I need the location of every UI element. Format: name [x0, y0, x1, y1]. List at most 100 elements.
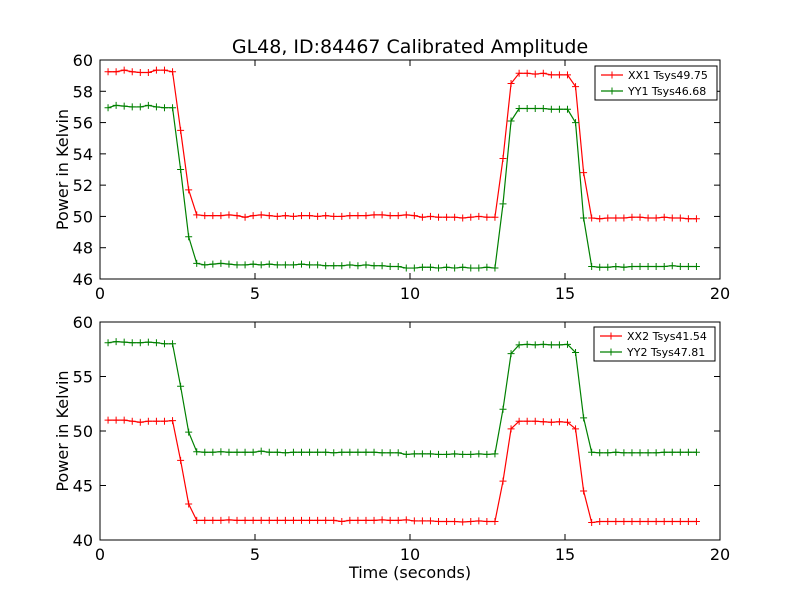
data-point [668, 448, 676, 456]
data-point [330, 516, 338, 524]
data-point [362, 448, 370, 456]
data-point [136, 418, 144, 426]
data-point [467, 213, 475, 221]
data-point [604, 263, 612, 271]
data-point [160, 66, 168, 74]
data-point [483, 263, 491, 271]
data-point [459, 450, 467, 458]
data-point [555, 418, 563, 426]
legend-label: XX1 Tsys49.75 [628, 69, 708, 82]
data-point [144, 338, 152, 346]
data-point [580, 169, 588, 177]
data-point [394, 262, 402, 270]
data-point [410, 212, 418, 220]
data-point [555, 341, 563, 349]
data-point [620, 449, 628, 457]
data-point [112, 101, 120, 109]
data-point [354, 516, 362, 524]
data-point [660, 262, 668, 270]
data-point [225, 260, 233, 268]
data-point [160, 340, 168, 348]
data-point [120, 102, 128, 110]
data-point [370, 211, 378, 219]
data-point [620, 214, 628, 222]
data-point [443, 517, 451, 525]
data-point [418, 263, 426, 271]
data-point [298, 516, 305, 524]
data-point [201, 261, 209, 269]
legend-label: YY1 Tsys46.68 [627, 85, 706, 98]
data-point [346, 448, 354, 456]
data-point [185, 186, 193, 194]
data-point [233, 261, 241, 269]
data-point [644, 517, 652, 525]
data-point [652, 449, 660, 457]
data-point [378, 262, 386, 270]
data-point [112, 338, 120, 346]
data-point [144, 69, 152, 77]
data-point [652, 262, 660, 270]
data-point [475, 450, 483, 458]
data-point [112, 68, 120, 76]
data-point [612, 262, 620, 270]
y-tick-label: 54 [73, 145, 93, 164]
data-point [660, 517, 668, 525]
data-point [136, 69, 144, 77]
data-point [289, 212, 297, 220]
data-point [177, 166, 185, 173]
data-point [636, 262, 644, 270]
data-point [386, 516, 394, 524]
data-point [620, 263, 628, 271]
data-point [668, 517, 676, 525]
data-point [346, 261, 354, 269]
data-point [426, 263, 434, 271]
data-point [636, 449, 644, 457]
data-point [249, 260, 257, 268]
data-point [289, 516, 297, 524]
data-point [483, 213, 491, 221]
data-point [467, 450, 475, 458]
data-point [120, 66, 128, 74]
data-point [531, 104, 539, 112]
data-point [249, 516, 257, 524]
y-tick-label: 46 [73, 270, 93, 289]
data-point [507, 350, 515, 358]
data-point [628, 213, 636, 221]
y-tick-label: 56 [73, 114, 93, 133]
legend-marker [607, 332, 615, 340]
data-point [394, 516, 402, 524]
data-point [104, 339, 112, 347]
data-point [572, 119, 580, 127]
y-tick-label: 50 [73, 422, 93, 441]
data-point [289, 448, 297, 456]
x-tick-label: 15 [555, 545, 575, 564]
data-point [563, 71, 571, 79]
data-point [217, 259, 225, 267]
data-point [160, 417, 168, 425]
data-point [120, 338, 128, 346]
data-point [378, 516, 386, 524]
data-point [281, 212, 289, 220]
data-point [491, 213, 499, 221]
x-tick-label: 10 [400, 545, 420, 564]
data-point [443, 213, 451, 221]
data-point [443, 263, 451, 271]
data-point [249, 212, 257, 220]
data-point [523, 69, 531, 77]
data-point [572, 83, 580, 91]
data-point [346, 212, 354, 220]
data-point [596, 215, 604, 223]
data-point [233, 448, 241, 456]
data-point [426, 517, 434, 525]
data-point [177, 456, 185, 464]
data-point [459, 518, 467, 526]
data-point [580, 214, 588, 222]
data-point [555, 71, 563, 79]
data-point [193, 211, 201, 219]
data-point [668, 214, 676, 222]
data-point [273, 448, 281, 456]
data-point [217, 448, 225, 456]
data-point [185, 428, 193, 436]
data-point [426, 212, 434, 220]
data-point [289, 261, 297, 269]
